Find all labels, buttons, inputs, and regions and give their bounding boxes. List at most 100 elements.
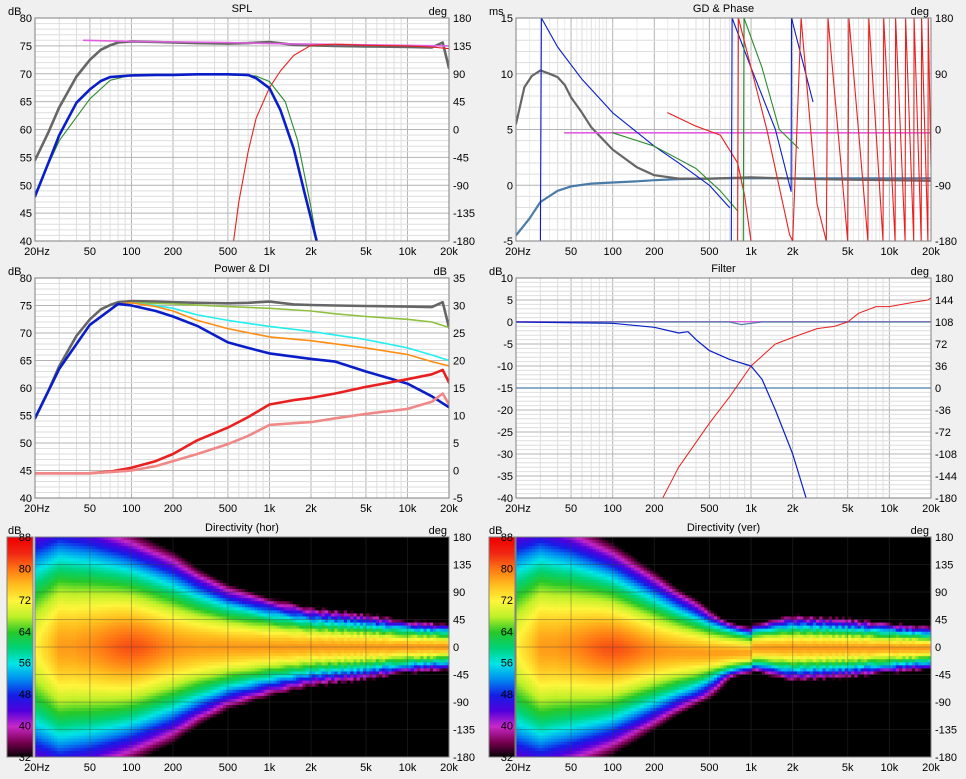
heatmap-cell	[133, 592, 138, 596]
heatmap-cell	[175, 683, 179, 688]
heatmap-cell	[133, 598, 138, 602]
heatmap-cell	[76, 546, 80, 550]
heatmap-cell	[216, 662, 221, 666]
heatmap-cell	[232, 656, 237, 660]
heatmap-cell	[162, 549, 166, 553]
heatmap-cell	[41, 689, 45, 694]
heatmap-cell	[108, 595, 112, 599]
heatmap-cell	[66, 576, 71, 581]
heatmap-cell	[82, 650, 87, 654]
heatmap-cell	[178, 750, 182, 755]
heatmap-cell	[82, 564, 87, 568]
heatmap-cell	[194, 598, 198, 602]
y2-tick-label: -180	[935, 236, 957, 248]
heatmap-cell	[47, 705, 52, 709]
heatmap-cell	[50, 662, 55, 666]
heatmap-cell	[219, 702, 224, 706]
heatmap-cell	[117, 732, 122, 737]
heatmap-cell	[232, 555, 237, 559]
heatmap-cell	[89, 558, 93, 562]
heatmap-cell	[114, 628, 119, 633]
heatmap-cell	[82, 640, 87, 645]
heatmap-cell	[216, 698, 221, 703]
heatmap-cell	[105, 637, 109, 642]
heatmap-cell	[89, 631, 93, 636]
heatmap-cell	[35, 625, 39, 630]
heatmap-cell	[70, 613, 74, 617]
heatmap-cell	[63, 686, 68, 691]
heatmap-cell	[120, 610, 125, 614]
heatmap-cell	[89, 689, 93, 694]
heatmap-cell	[178, 564, 182, 568]
heatmap-cell	[168, 610, 173, 614]
heatmap-cell	[38, 610, 42, 614]
heatmap-cell	[206, 610, 211, 614]
heatmap-cell	[120, 625, 125, 630]
heatmap-cell	[120, 689, 125, 694]
heatmap-cell	[133, 558, 138, 562]
heatmap-cell	[206, 628, 211, 633]
heatmap-cell	[133, 753, 138, 758]
heatmap-cell	[98, 640, 103, 645]
heatmap-cell	[120, 744, 125, 749]
heatmap-cell	[165, 588, 170, 593]
heatmap-cell	[200, 613, 205, 617]
heatmap-cell	[165, 579, 170, 584]
heatmap-cell	[82, 708, 87, 712]
heatmap-cell	[140, 747, 144, 752]
heatmap-cell	[165, 738, 170, 743]
heatmap-cell	[133, 680, 138, 685]
heatmap-cell	[133, 546, 138, 550]
heatmap-cell	[200, 549, 205, 553]
heatmap-cell	[162, 711, 166, 715]
heatmap-cell	[101, 708, 106, 712]
heatmap-cell	[89, 616, 93, 620]
heatmap-cell	[156, 656, 160, 660]
heatmap-cell	[187, 625, 192, 630]
heatmap-cell	[79, 735, 84, 740]
heatmap-cell	[108, 732, 112, 737]
heatmap-cell	[187, 671, 192, 675]
heatmap-cell	[222, 674, 227, 678]
heatmap-cell	[124, 668, 128, 672]
heatmap-cell	[44, 720, 49, 724]
heatmap-cell	[57, 744, 61, 749]
heatmap-cell	[124, 714, 128, 718]
heatmap-cell	[203, 665, 208, 669]
heatmap-cell	[200, 735, 205, 740]
heatmap-cell	[63, 683, 68, 688]
heatmap-cell	[159, 677, 163, 682]
heatmap-cell	[111, 741, 116, 746]
heatmap-cell	[105, 601, 109, 605]
heatmap-cell	[156, 714, 160, 718]
heatmap-cell	[98, 616, 103, 620]
heatmap-cell	[197, 564, 201, 568]
heatmap-cell	[222, 607, 227, 611]
heatmap-cell	[168, 595, 173, 599]
series-line	[742, 18, 799, 241]
heatmap-cell	[70, 647, 74, 651]
heatmap-cell	[191, 628, 195, 633]
heatmap-cell	[70, 714, 74, 718]
heatmap-cell	[143, 619, 147, 623]
heatmap-cell	[181, 607, 186, 611]
heatmap-cell	[60, 625, 65, 630]
heatmap-cell	[219, 692, 224, 697]
heatmap-cell	[73, 585, 77, 590]
heatmap-cell	[44, 604, 49, 608]
heatmap-cell	[89, 637, 93, 642]
heatmap-cell	[60, 622, 65, 627]
heatmap-cell	[226, 720, 230, 724]
heatmap-cell	[120, 738, 125, 743]
heatmap-cell	[171, 640, 176, 645]
heatmap-cell	[165, 619, 170, 623]
heatmap-cell	[191, 607, 195, 611]
heatmap-cell	[184, 747, 189, 752]
heatmap-cell	[95, 726, 100, 730]
heatmap-cell	[60, 573, 65, 578]
heatmap-cell	[79, 619, 84, 623]
heatmap-cell	[200, 717, 205, 721]
heatmap-cell	[111, 735, 116, 740]
heatmap-cell	[206, 607, 211, 611]
heatmap-cell	[79, 537, 84, 541]
